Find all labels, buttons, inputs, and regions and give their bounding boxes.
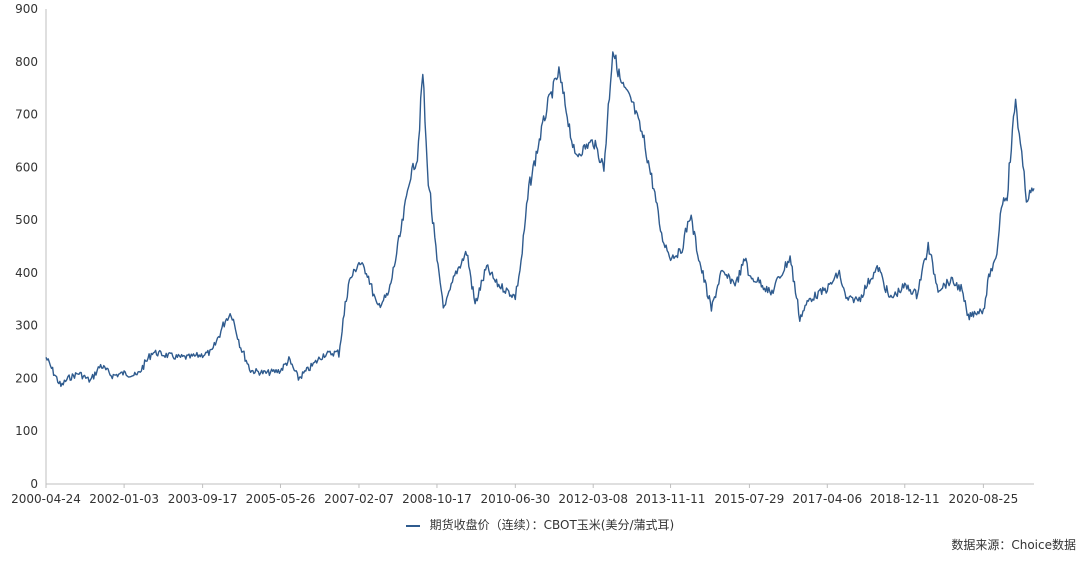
x-tick-label: 2002-01-03 [89, 492, 159, 506]
x-tick-label: 2003-09-17 [168, 492, 238, 506]
y-axis: 0 100 200 300 400 500 600 700 800 900 [15, 2, 47, 491]
x-tick-label: 2015-07-29 [715, 492, 785, 506]
legend-swatch [405, 524, 420, 527]
x-tick-label: 2018-12-11 [870, 492, 940, 506]
y-tick-label: 100 [15, 424, 38, 438]
y-tick-label: 400 [15, 266, 38, 280]
y-tick-label: 900 [15, 2, 38, 16]
x-tick-label: 2008-10-17 [402, 492, 472, 506]
y-tick-label: 500 [15, 213, 38, 227]
y-tick-label: 800 [15, 55, 38, 69]
legend: 期货收盘价（连续）：CBOT玉米(美分/蒲式耳) [0, 516, 1080, 533]
y-tick-label: 200 [15, 371, 38, 385]
x-tick-label: 2007-02-07 [324, 492, 394, 506]
x-tick-label: 2020-08-25 [949, 492, 1019, 506]
x-axis: 2000-04-24 2002-01-03 2003-09-17 2005-05-26… [11, 483, 1034, 506]
legend-label: 期货收盘价（连续）：CBOT玉米(美分/蒲式耳) [429, 518, 675, 532]
plot-area [45, 51, 1035, 388]
y-tick-label: 0 [30, 477, 38, 491]
x-tick-label: 2017-04-06 [792, 492, 862, 506]
source-note: 数据来源：Choice数据 [951, 538, 1076, 552]
y-tick-label: 600 [15, 160, 38, 174]
y-tick-label: 300 [15, 319, 38, 333]
y-tick-label: 700 [15, 108, 38, 122]
x-tick-label: 2005-05-26 [246, 492, 316, 506]
series-line [45, 51, 1035, 388]
x-tick-label: 2000-04-24 [11, 492, 81, 506]
x-tick-label: 2013-11-11 [636, 492, 706, 506]
x-tick-label: 2010-06-30 [480, 492, 550, 506]
x-tick-label: 2012-03-08 [558, 492, 628, 506]
